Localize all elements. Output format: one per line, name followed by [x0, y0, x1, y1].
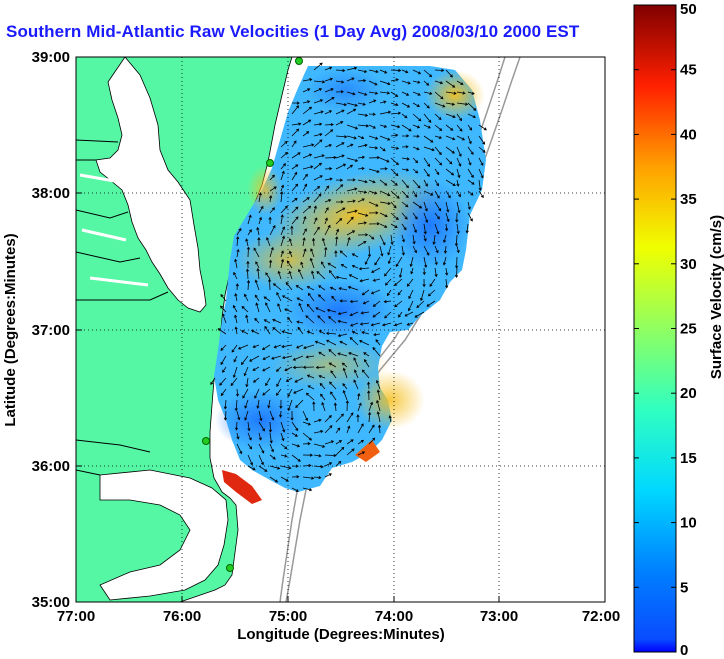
x-tick-label: 76:00: [163, 608, 201, 625]
pamlico-sound: [99, 469, 229, 601]
chesapeake-bay: [95, 57, 207, 313]
velocity-arrows: [210, 62, 487, 492]
grid-lines: [76, 57, 605, 602]
y-tick-label: 37:00: [32, 322, 70, 339]
colorbar-tick-label: 15: [680, 450, 697, 467]
colorbar-tick-label: 20: [680, 385, 697, 402]
river-lines: [76, 139, 169, 301]
x-tick-label: 75:00: [269, 608, 307, 625]
hotspot: [222, 470, 262, 504]
x-tick-label: 72:00: [582, 608, 620, 625]
x-axis-label: Longitude (Degrees:Minutes): [237, 626, 445, 643]
x-tick-label: 74:00: [375, 608, 413, 625]
colorbar-tick-label: 45: [680, 62, 697, 79]
colorbar-tick-label: 10: [680, 515, 697, 532]
map-title: Southern Mid-Atlantic Raw Velocities (1 …: [6, 22, 580, 41]
colorbar-tick-label: 50: [680, 1, 697, 18]
y-tick-label: 38:00: [32, 185, 70, 202]
colorbar-tick-label: 35: [680, 191, 697, 208]
x-tick-label: 73:00: [480, 608, 518, 625]
colorbar-label: Surface Velocity (cm/s): [708, 215, 724, 379]
colorbar-tick-label: 25: [680, 321, 697, 338]
colorbar-tick-label: 5: [680, 579, 688, 596]
bathymetry-contour: [285, 57, 521, 602]
y-tick-label: 39:00: [32, 49, 70, 66]
bathymetry-contour-inner: [279, 57, 506, 602]
colorbar-tick-label: 40: [680, 126, 697, 143]
colorbar-tick-label: 0: [680, 642, 688, 659]
x-tick-label: 77:00: [57, 608, 95, 625]
colorbar: [633, 4, 677, 653]
y-axis-label: Latitude (Degrees:Minutes): [2, 233, 19, 426]
y-tick-label: 35:00: [32, 594, 70, 611]
y-tick-label: 36:00: [32, 458, 70, 475]
colorbar-tick-label: 30: [680, 256, 697, 273]
